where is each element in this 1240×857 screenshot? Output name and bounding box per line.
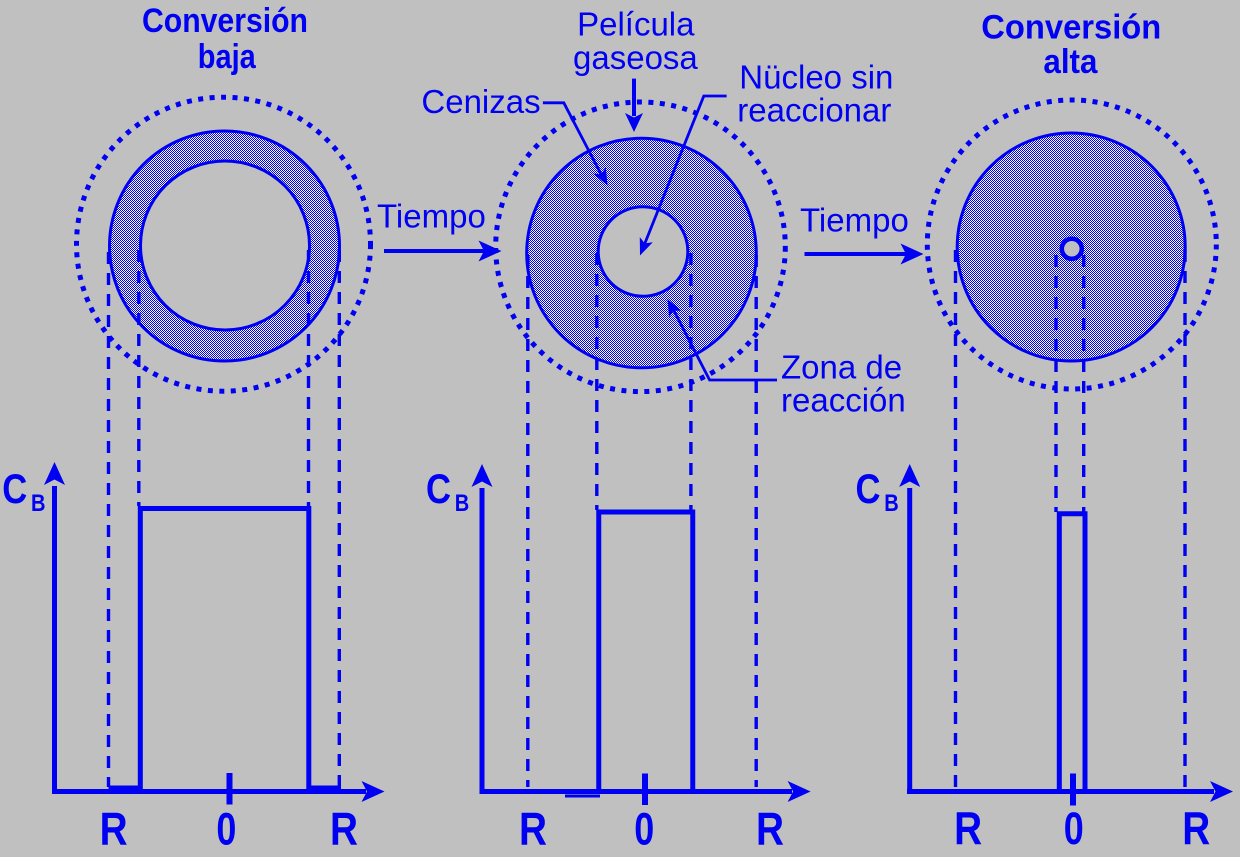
svg-text:R: R [1182, 802, 1210, 854]
svg-text:C: C [2, 465, 27, 512]
svg-text:Nücleo sin: Nücleo sin [739, 58, 893, 95]
svg-text:R: R [519, 803, 547, 855]
svg-text:Tiempo: Tiempo [800, 202, 909, 239]
svg-text:alta: alta [1043, 43, 1098, 81]
svg-text:B: B [31, 490, 46, 517]
svg-text:C: C [426, 465, 451, 512]
svg-text:B: B [884, 490, 899, 517]
svg-text:0: 0 [634, 804, 654, 855]
svg-text:B: B [455, 490, 470, 517]
svg-text:R: R [100, 803, 128, 855]
svg-text:Película: Película [577, 6, 695, 43]
svg-text:Conversión: Conversión [142, 2, 308, 40]
svg-text:reacción: reacción [781, 382, 906, 419]
svg-text:R: R [756, 803, 784, 855]
svg-text:R: R [330, 803, 358, 855]
svg-text:Zona de: Zona de [781, 349, 902, 386]
svg-text:baja: baja [198, 38, 257, 76]
svg-text:gaseosa: gaseosa [573, 39, 698, 76]
svg-text:Conversión: Conversión [981, 9, 1161, 47]
svg-text:C: C [856, 465, 881, 512]
svg-text:0: 0 [216, 804, 236, 855]
svg-text:R: R [954, 802, 982, 854]
svg-text:0: 0 [1064, 803, 1084, 854]
svg-text:reaccionar: reaccionar [737, 92, 891, 129]
svg-text:Cenizas: Cenizas [421, 83, 540, 120]
svg-text:Tiempo: Tiempo [377, 198, 486, 235]
